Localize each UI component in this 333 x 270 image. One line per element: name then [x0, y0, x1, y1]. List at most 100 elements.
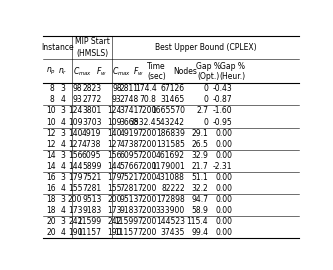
Text: 11157: 11157: [78, 228, 102, 237]
Text: 127: 127: [107, 140, 122, 149]
Text: 21.7: 21.7: [191, 162, 208, 171]
Text: 3668: 3668: [119, 117, 139, 127]
Text: 70.8: 70.8: [140, 95, 157, 104]
Text: 156: 156: [107, 151, 122, 160]
Text: 94.7: 94.7: [191, 195, 208, 204]
Text: 9183: 9183: [82, 206, 102, 215]
Text: 2.7: 2.7: [196, 106, 208, 116]
Text: 7200: 7200: [137, 195, 157, 204]
Text: 31465: 31465: [161, 95, 185, 104]
Text: 11157: 11157: [115, 228, 139, 237]
Text: 124: 124: [107, 106, 122, 116]
Text: 29.1: 29.1: [191, 129, 208, 138]
Text: 2748: 2748: [120, 95, 139, 104]
Text: 7281: 7281: [120, 184, 139, 193]
Text: 4: 4: [60, 117, 65, 127]
Text: $n_p$: $n_p$: [46, 66, 56, 77]
Text: 4: 4: [60, 140, 65, 149]
Text: 7200: 7200: [137, 206, 157, 215]
Text: 3801: 3801: [82, 106, 102, 116]
Text: 16: 16: [47, 173, 56, 182]
Text: 32.9: 32.9: [191, 151, 208, 160]
Text: 98: 98: [73, 84, 82, 93]
Text: 12: 12: [47, 129, 56, 138]
Text: 1665570: 1665570: [151, 106, 185, 116]
Text: 0.00: 0.00: [215, 129, 232, 138]
Text: 144: 144: [68, 162, 82, 171]
Text: 98: 98: [112, 84, 122, 93]
Text: 179: 179: [107, 173, 122, 182]
Text: 7200: 7200: [137, 184, 157, 193]
Text: 37435: 37435: [161, 228, 185, 237]
Text: 3: 3: [60, 217, 65, 226]
Text: 0.00: 0.00: [215, 173, 232, 182]
Text: Nodes: Nodes: [173, 67, 197, 76]
Text: 186839: 186839: [156, 129, 185, 138]
Text: 7200: 7200: [137, 173, 157, 182]
Text: 5899: 5899: [82, 162, 102, 171]
Text: 3532.4: 3532.4: [130, 117, 157, 127]
Text: 3: 3: [60, 106, 65, 116]
Text: 172898: 172898: [156, 195, 185, 204]
Text: 11599: 11599: [115, 217, 139, 226]
Text: 10: 10: [47, 117, 56, 127]
Text: 0: 0: [203, 95, 208, 104]
Text: 67126: 67126: [161, 84, 185, 93]
Text: 0: 0: [203, 84, 208, 93]
Text: 0.00: 0.00: [215, 184, 232, 193]
Text: 543242: 543242: [156, 117, 185, 127]
Text: 179: 179: [68, 173, 82, 182]
Text: 7521: 7521: [120, 173, 139, 182]
Text: Best Upper Bound (CPLEX): Best Upper Bound (CPLEX): [155, 43, 256, 52]
Text: 4919: 4919: [82, 129, 102, 138]
Text: -0.43: -0.43: [212, 84, 232, 93]
Text: 190: 190: [68, 228, 82, 237]
Text: 200: 200: [68, 195, 82, 204]
Text: 174.4: 174.4: [135, 84, 157, 93]
Text: 140: 140: [68, 129, 82, 138]
Text: 4: 4: [60, 206, 65, 215]
Text: -2.31: -2.31: [212, 162, 232, 171]
Text: 93: 93: [112, 95, 122, 104]
Text: 18: 18: [47, 206, 56, 215]
Text: 6095: 6095: [119, 151, 139, 160]
Text: 0.00: 0.00: [215, 206, 232, 215]
Text: 333900: 333900: [156, 206, 185, 215]
Text: 3: 3: [60, 173, 65, 182]
Text: 20: 20: [47, 217, 56, 226]
Text: 109: 109: [68, 117, 82, 127]
Text: Time
(sec): Time (sec): [147, 62, 166, 81]
Text: -0.87: -0.87: [212, 95, 232, 104]
Text: 3: 3: [60, 129, 65, 138]
Text: 8: 8: [49, 84, 54, 93]
Text: 16: 16: [47, 184, 56, 193]
Text: 115.4: 115.4: [186, 217, 208, 226]
Text: 4: 4: [60, 184, 65, 193]
Text: 5766: 5766: [119, 162, 139, 171]
Text: 0: 0: [203, 117, 208, 127]
Text: 9183: 9183: [120, 206, 139, 215]
Text: 7200: 7200: [137, 217, 157, 226]
Text: 4738: 4738: [119, 140, 139, 149]
Text: 82222: 82222: [161, 184, 185, 193]
Text: 461692: 461692: [156, 151, 185, 160]
Text: 93: 93: [73, 95, 82, 104]
Text: $n_r$: $n_r$: [58, 66, 68, 77]
Text: 3: 3: [60, 195, 65, 204]
Text: 144523: 144523: [156, 217, 185, 226]
Text: 200: 200: [107, 195, 122, 204]
Text: 431088: 431088: [156, 173, 185, 182]
Text: 7200: 7200: [137, 140, 157, 149]
Text: 9513: 9513: [119, 195, 139, 204]
Text: 173: 173: [68, 206, 82, 215]
Text: 4738: 4738: [82, 140, 102, 149]
Text: 4: 4: [60, 95, 65, 104]
Text: 11599: 11599: [77, 217, 102, 226]
Text: 20: 20: [47, 228, 56, 237]
Text: -1.60: -1.60: [212, 106, 232, 116]
Text: 109: 109: [107, 117, 122, 127]
Text: Instance: Instance: [41, 43, 74, 52]
Text: $C_{max}$: $C_{max}$: [112, 65, 131, 78]
Text: 7200: 7200: [137, 228, 157, 237]
Text: 140: 140: [107, 129, 122, 138]
